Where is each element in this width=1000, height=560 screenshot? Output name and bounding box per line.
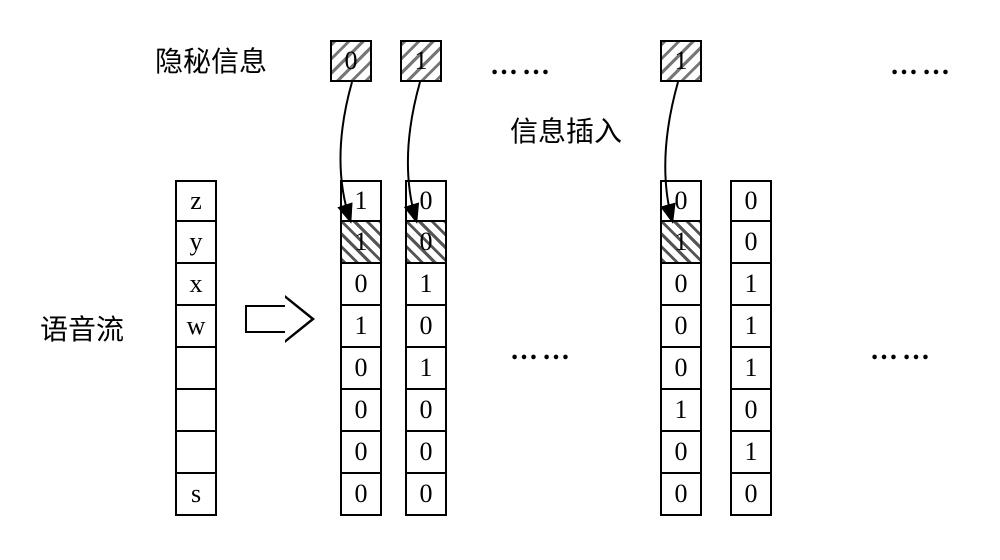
- input-cell: x: [175, 264, 217, 306]
- input-cell: s: [175, 474, 217, 516]
- data-cell: 1: [730, 348, 772, 390]
- input-cell: w: [175, 306, 217, 348]
- data-cell: 1: [405, 264, 447, 306]
- input-cell: [175, 390, 217, 432]
- data-cell: 0: [660, 264, 702, 306]
- secret-bit-1: 1: [400, 40, 442, 82]
- ellipsis: ……: [890, 50, 954, 82]
- data-cell: 0: [660, 432, 702, 474]
- data-cell: 0: [660, 474, 702, 516]
- data-cell: 0: [660, 180, 702, 222]
- data-cell: 0: [660, 306, 702, 348]
- data-cell: 1: [730, 264, 772, 306]
- data-cell: 0: [340, 390, 382, 432]
- data-column-2: 01000100: [660, 180, 702, 516]
- data-cell: 0: [660, 348, 702, 390]
- data-cell: 1: [660, 222, 702, 264]
- data-cell: 1: [340, 222, 382, 264]
- input-cell: [175, 432, 217, 474]
- data-cell: 0: [340, 474, 382, 516]
- label-secret-info: 隐秘信息: [155, 40, 267, 80]
- data-cell: 0: [730, 390, 772, 432]
- data-cell: 0: [730, 222, 772, 264]
- ellipsis: ……: [490, 50, 554, 82]
- ellipsis: ……: [510, 335, 574, 367]
- data-column-3: 00111010: [730, 180, 772, 516]
- label-info-insert: 信息插入: [510, 110, 622, 150]
- data-cell: 1: [340, 306, 382, 348]
- data-cell: 0: [405, 306, 447, 348]
- data-cell: 0: [405, 222, 447, 264]
- secret-bit-2: 1: [660, 40, 702, 82]
- data-cell: 0: [340, 264, 382, 306]
- data-column-1: 00101000: [405, 180, 447, 516]
- data-cell: 0: [730, 474, 772, 516]
- data-cell: 0: [340, 432, 382, 474]
- data-cell: 1: [660, 390, 702, 432]
- ellipsis: ……: [870, 335, 934, 367]
- data-cell: 0: [405, 180, 447, 222]
- input-cell: y: [175, 222, 217, 264]
- data-cell: 0: [405, 390, 447, 432]
- data-cell: 0: [405, 432, 447, 474]
- data-cell: 1: [340, 180, 382, 222]
- input-cell: z: [175, 180, 217, 222]
- label-voice-stream: 语音流: [40, 308, 124, 348]
- data-column-0: 11010000: [340, 180, 382, 516]
- input-cell: [175, 348, 217, 390]
- data-cell: 0: [405, 474, 447, 516]
- data-cell: 0: [730, 180, 772, 222]
- transform-arrow-icon: [245, 295, 315, 343]
- secret-bit-0: 0: [330, 40, 372, 82]
- data-cell: 1: [730, 432, 772, 474]
- data-cell: 1: [730, 306, 772, 348]
- data-cell: 0: [340, 348, 382, 390]
- input-column: zyxw s: [175, 180, 217, 516]
- data-cell: 1: [405, 348, 447, 390]
